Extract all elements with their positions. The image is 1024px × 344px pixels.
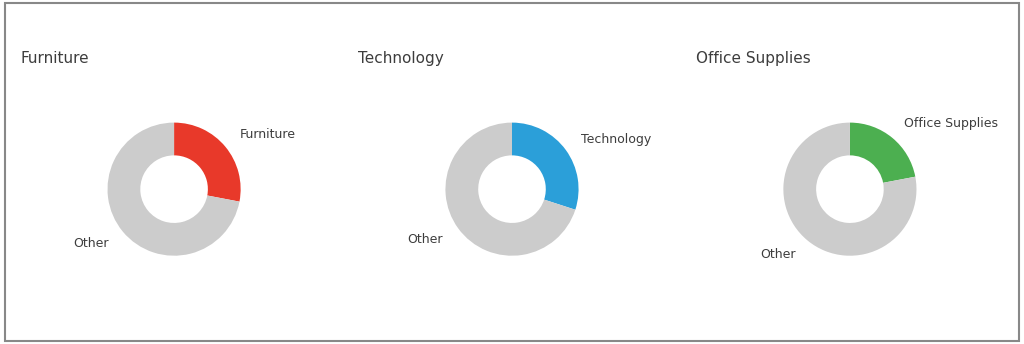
Text: Furniture: Furniture — [240, 129, 296, 141]
Wedge shape — [108, 122, 240, 256]
Wedge shape — [445, 122, 575, 256]
Text: Other: Other — [73, 237, 109, 250]
Text: Technology: Technology — [581, 133, 651, 146]
Wedge shape — [174, 122, 241, 202]
Wedge shape — [850, 122, 915, 183]
Text: Technology: Technology — [358, 51, 444, 66]
Text: Other: Other — [408, 233, 443, 246]
Text: Furniture: Furniture — [20, 51, 89, 66]
Text: Other: Other — [760, 248, 796, 261]
Text: Office Supplies: Office Supplies — [904, 117, 998, 130]
Text: Office Supplies: Office Supplies — [696, 51, 811, 66]
Wedge shape — [512, 122, 579, 210]
Wedge shape — [783, 122, 916, 256]
